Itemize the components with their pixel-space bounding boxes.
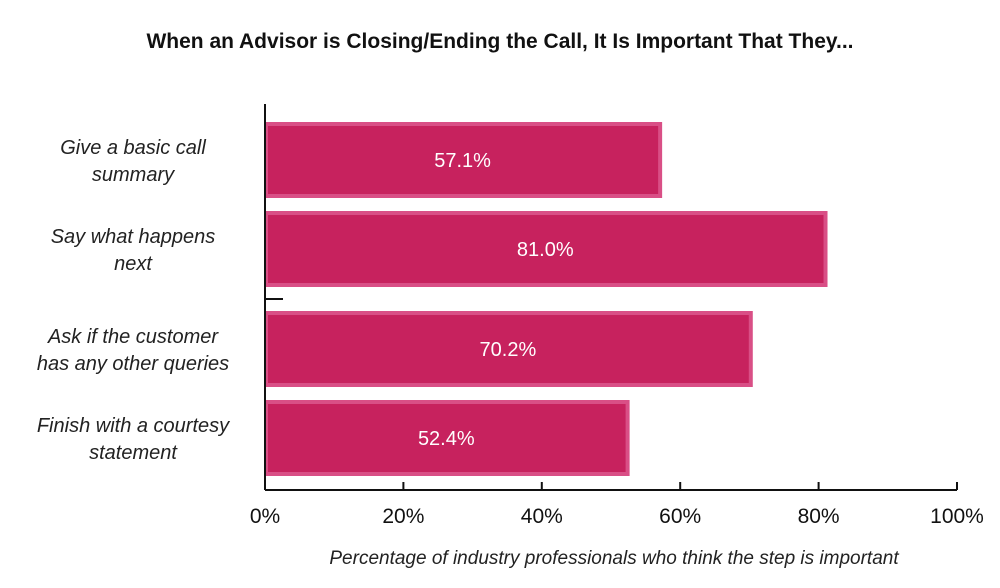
x-tick-label: 100% <box>930 505 984 528</box>
x-tick-label: 0% <box>250 505 280 528</box>
bar-value-label: 81.0% <box>517 239 574 261</box>
category-label: Say what happens next <box>51 226 216 275</box>
category-label: Finish with a courtesy statement <box>37 415 230 464</box>
x-tick-label: 80% <box>798 505 840 528</box>
x-tick-label: 60% <box>659 505 701 528</box>
x-tick-label: 20% <box>382 505 424 528</box>
bar-value-label: 52.4% <box>418 428 475 450</box>
bar <box>264 400 630 476</box>
chart-title: When an Advisor is Closing/Ending the Ca… <box>146 30 854 53</box>
bar-value-label: 70.2% <box>480 339 537 361</box>
labels-layer: 57.1% 81.0% 70.2% 52.4% 0% 20% 40% 60% 80% 100% Gi… <box>37 137 984 528</box>
x-axis-title: Percentage of industry professionals who… <box>329 548 899 569</box>
bar <box>264 122 663 198</box>
bar <box>264 211 828 287</box>
category-label: Give a basic call summary <box>60 137 206 186</box>
axis-layer <box>264 104 958 491</box>
x-tick-label: 40% <box>521 505 563 528</box>
bar-value-label: 57.1% <box>434 150 491 172</box>
category-label: Ask if the customer has any other queries <box>37 326 229 375</box>
bars-layer <box>264 122 828 476</box>
